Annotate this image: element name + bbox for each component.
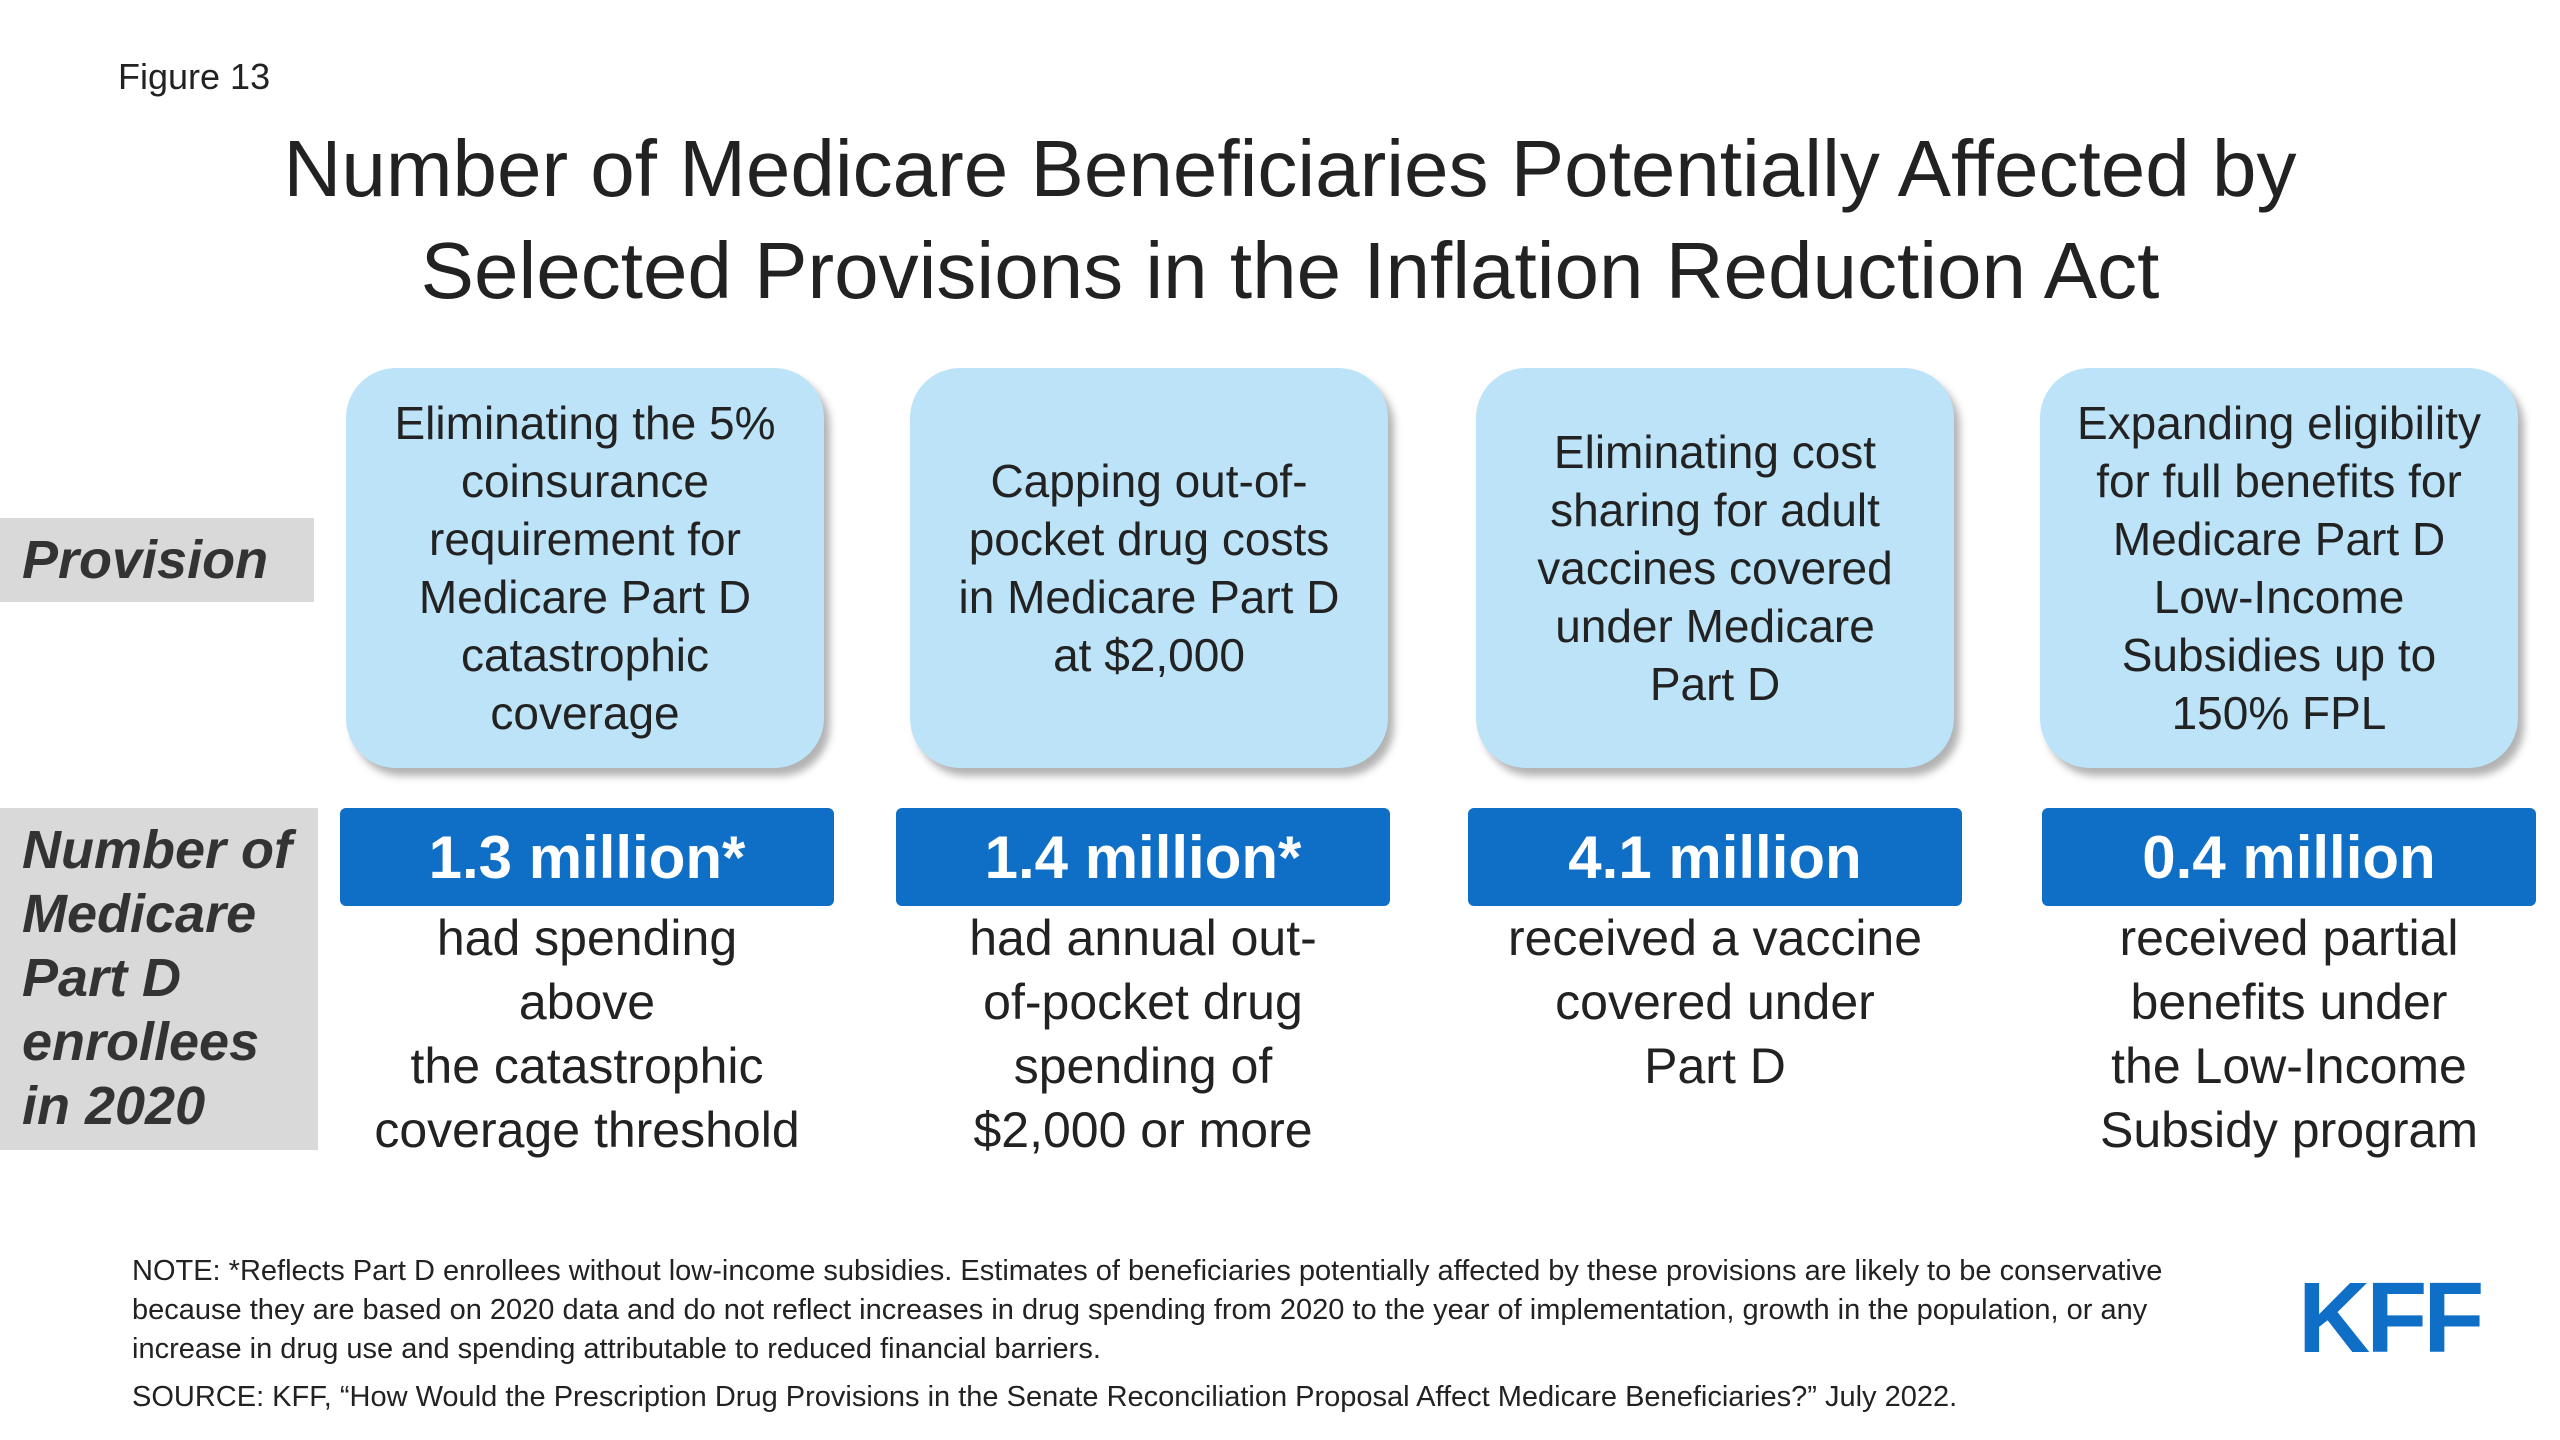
card-line: Eliminating the 5% [394, 397, 776, 449]
card-line: Capping out-of- [990, 455, 1308, 507]
desc-line: of-pocket drug [983, 974, 1303, 1030]
desc-line: Subsidy program [2100, 1102, 2478, 1158]
desc-line: had spending [436, 910, 738, 966]
card-line: Medicare Part D [418, 571, 752, 623]
stat-description: had spending above the catastrophic cove… [340, 906, 834, 1162]
stat-description: received a vaccine covered under Part D [1468, 906, 1962, 1098]
provision-card: Expanding eligibility for full benefits … [2040, 368, 2518, 768]
figure-label: Figure 13 [118, 56, 271, 97]
desc-line: received a vaccine [1507, 910, 1923, 966]
card-line: sharing for adult [1550, 484, 1880, 536]
desc-line: above [518, 974, 656, 1030]
stat-bar: 1.4 million* [896, 808, 1390, 906]
row-label-line: Number of [22, 820, 292, 880]
stat-description: had annual out- of-pocket drug spending … [896, 906, 1390, 1162]
desc-line: coverage threshold [374, 1102, 800, 1158]
kff-logo: KFF [2298, 1262, 2484, 1374]
card-line: for full benefits for [2096, 455, 2462, 507]
desc-line: $2,000 or more [973, 1102, 1313, 1158]
row-label-line: enrollees [22, 1012, 260, 1072]
card-line: under Medicare [1555, 600, 1875, 652]
desc-line: spending of [1013, 1038, 1273, 1094]
card-line: Part D [1649, 658, 1781, 710]
title-line: Number of Medicare Beneficiaries Potenti… [283, 124, 2297, 213]
stat-bar: 1.3 million* [340, 808, 834, 906]
provision-card: Capping out-of- pocket drug costs in Med… [910, 368, 1388, 768]
card-line: 150% FPL [2171, 687, 2387, 739]
desc-line: benefits under [2130, 974, 2448, 1030]
footnote: NOTE: *Reflects Part D enrollees without… [132, 1255, 2163, 1365]
stat-bar: 4.1 million [1468, 808, 1962, 906]
desc-line: covered under [1555, 974, 1875, 1030]
card-line: in Medicare Part D [958, 571, 1340, 623]
card-line: at $2,000 [1053, 629, 1245, 681]
card-line: coverage [490, 687, 680, 739]
stat-description: received partial benefits under the Low-… [2042, 906, 2536, 1162]
desc-line: Part D [1644, 1038, 1786, 1094]
card-line: Expanding eligibility [2076, 397, 2482, 449]
page-title: Number of Medicare Beneficiaries Potenti… [160, 118, 2420, 322]
stat-bar: 0.4 million [2042, 808, 2536, 906]
desc-line: had annual out- [969, 910, 1317, 966]
row-label-line: Part D [22, 948, 182, 1008]
provision-card: Eliminating cost sharing for adult vacci… [1476, 368, 1954, 768]
card-line: vaccines covered [1537, 542, 1893, 594]
enrollees-row-label: Number of Medicare Part D enrollees in 2… [0, 808, 318, 1150]
card-line: Low-Income [2153, 571, 2405, 623]
card-line: requirement for [429, 513, 741, 565]
card-line: Eliminating cost [1553, 426, 1877, 478]
card-line: pocket drug costs [968, 513, 1330, 565]
row-label-line: in 2020 [22, 1076, 206, 1136]
provision-card: Eliminating the 5% coinsurance requireme… [346, 368, 824, 768]
card-line: coinsurance [460, 455, 710, 507]
row-label-line: Medicare [22, 884, 257, 944]
source-line: SOURCE: KFF, “How Would the Prescription… [132, 1381, 1958, 1413]
desc-line: the Low-Income [2111, 1038, 2467, 1094]
card-line: Subsidies up to [2121, 629, 2437, 681]
title-line: Selected Provisions in the Inflation Red… [420, 226, 2160, 315]
card-line: catastrophic [460, 629, 709, 681]
desc-line: received partial [2119, 910, 2459, 966]
desc-line: the catastrophic [410, 1038, 764, 1094]
card-line: Medicare Part D [2112, 513, 2446, 565]
provision-row-label: Provision [0, 518, 314, 602]
